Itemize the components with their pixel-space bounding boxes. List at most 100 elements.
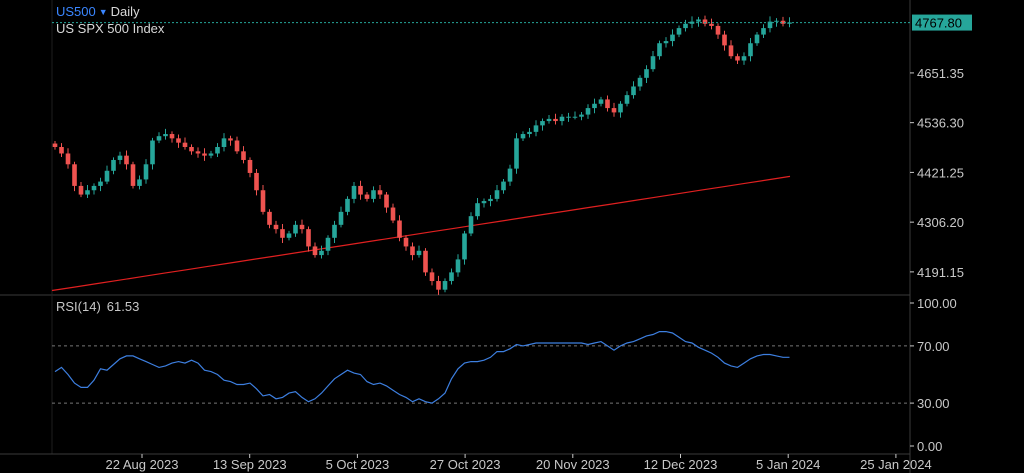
candle-body	[475, 203, 480, 217]
candle-body	[111, 159, 116, 171]
candle-body	[78, 185, 84, 195]
candle-body	[566, 116, 571, 118]
candle-body	[377, 190, 383, 195]
candle-body	[286, 233, 292, 238]
candle-body	[306, 229, 311, 247]
candle-body	[605, 99, 610, 109]
candle-body	[696, 19, 701, 22]
rsi-value: 61.53	[106, 299, 140, 314]
candle-body	[397, 220, 402, 238]
candle-body	[683, 23, 688, 29]
candle-body	[423, 250, 428, 273]
candle-body	[455, 259, 461, 273]
candle-body	[260, 190, 266, 212]
candle-body	[670, 34, 675, 42]
candle-body	[52, 143, 58, 147]
current-price-badge	[912, 14, 972, 31]
candle-body	[527, 131, 532, 135]
candle-body	[72, 164, 77, 186]
candle-body	[65, 153, 71, 165]
rsi-tick-label: 100.00	[917, 296, 957, 311]
candle-body	[156, 136, 162, 141]
candle-body	[488, 198, 493, 202]
candle-body	[293, 224, 298, 234]
time-tick-label: 13 Sep 2023	[213, 457, 287, 472]
candle-body	[410, 246, 415, 256]
candle-body	[163, 134, 168, 137]
candle-body	[234, 140, 240, 152]
candle-body	[507, 168, 513, 182]
candle-body	[85, 190, 90, 195]
candle-body	[332, 224, 337, 238]
candle-body	[754, 34, 760, 44]
candle-body	[98, 181, 103, 186]
candle-body	[429, 272, 435, 282]
candle-body	[585, 108, 591, 115]
rsi-tick-label: 30.00	[917, 396, 950, 411]
candle-body	[735, 56, 740, 61]
time-tick-label: 5 Jan 2024	[756, 457, 820, 472]
candle-body	[676, 28, 682, 35]
candle-body	[221, 138, 227, 147]
instrument-name: US SPX 500 Index	[56, 21, 165, 36]
candle-body	[403, 237, 409, 247]
moving-average-line	[51, 175, 791, 292]
candle-body	[442, 281, 448, 290]
candle-body	[540, 121, 545, 126]
current-price-label: 4767.80	[915, 16, 962, 31]
candle-body	[273, 224, 279, 230]
candle-body	[449, 272, 454, 282]
candle-body	[351, 185, 357, 199]
symbol-label[interactable]: US500	[56, 4, 96, 19]
candle-body	[189, 147, 194, 152]
candle-body	[592, 103, 597, 109]
candle-body	[384, 194, 389, 208]
time-tick-label: 22 Aug 2023	[105, 457, 178, 472]
candle-body	[767, 21, 773, 29]
candle-body	[150, 140, 155, 165]
candle-body	[169, 134, 175, 139]
candle-body	[553, 118, 558, 122]
candle-body	[624, 95, 630, 104]
time-tick-label: 25 Jan 2024	[860, 457, 932, 472]
symbol-dropdown-icon[interactable]: ▼	[98, 7, 108, 17]
candle-body	[215, 147, 220, 154]
candle-body	[462, 233, 467, 260]
candle-body	[611, 108, 617, 113]
candle-body	[371, 190, 376, 199]
timeframe-label[interactable]: Daily	[110, 4, 140, 19]
time-tick-label: 27 Oct 2023	[430, 457, 501, 472]
candle-body	[299, 224, 305, 230]
candle-body	[358, 185, 363, 195]
candle-body	[761, 28, 766, 35]
candle-body	[130, 164, 136, 186]
candle-body	[663, 41, 669, 44]
candle-body	[182, 142, 188, 147]
candle-body	[774, 20, 779, 22]
candle-body	[559, 116, 565, 122]
candle-body	[598, 99, 604, 104]
candle-body	[338, 211, 344, 225]
candle-body	[494, 190, 500, 199]
candle-body	[254, 172, 259, 191]
candle-body	[59, 147, 64, 154]
candle-body	[364, 194, 370, 199]
candle-body	[416, 250, 422, 256]
candle-body	[143, 164, 149, 180]
rsi-label: RSI(14)	[56, 299, 101, 314]
candle-body	[702, 19, 708, 24]
candle-body	[533, 125, 539, 132]
symbol-header[interactable]: US500 ▼ Daily	[56, 4, 140, 19]
candle-body	[267, 211, 272, 225]
candle-body	[657, 43, 662, 57]
candle-body	[390, 207, 396, 221]
rsi-legend: RSI(14) 61.53	[56, 299, 145, 314]
rsi-line	[54, 331, 790, 404]
candle-body	[241, 151, 246, 160]
candle-body	[748, 43, 753, 57]
candle-body	[228, 138, 233, 141]
candle-body	[715, 25, 721, 35]
candle-body	[208, 153, 214, 156]
